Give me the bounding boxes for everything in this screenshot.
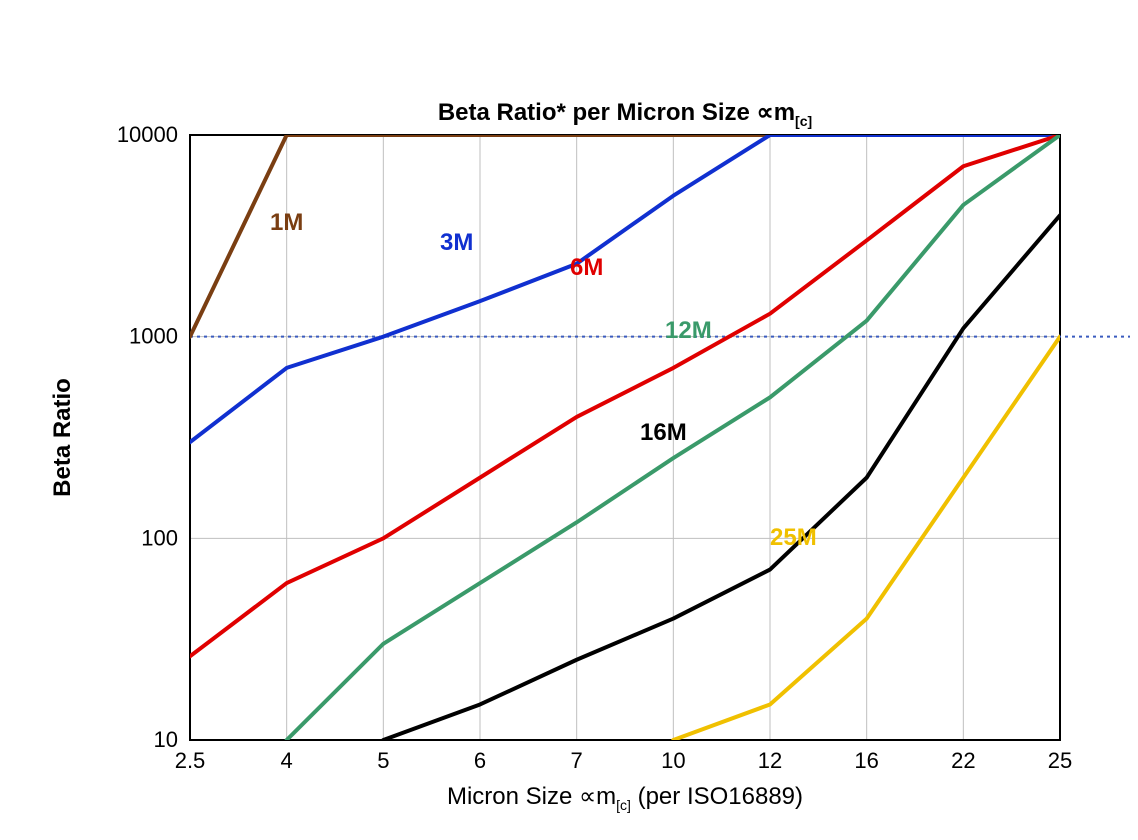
y-tick-label: 1000 — [129, 324, 178, 349]
series-label-12M: 12M — [665, 317, 712, 344]
y-tick-label: 100 — [141, 525, 178, 550]
x-tick-label: 16 — [854, 748, 878, 773]
series-label-1M: 1M — [270, 209, 303, 236]
beta-ratio-chart: 101001000100002.5456710121622251M3M6M12M… — [0, 0, 1138, 840]
y-tick-label: 10000 — [117, 122, 178, 147]
x-tick-label: 5 — [377, 748, 389, 773]
x-tick-label: 6 — [474, 748, 486, 773]
x-tick-label: 2.5 — [175, 748, 206, 773]
series-label-16M: 16M — [640, 419, 687, 446]
x-tick-label: 12 — [758, 748, 782, 773]
x-tick-label: 7 — [571, 748, 583, 773]
chart-svg: 101001000100002.5456710121622251M3M6M12M… — [0, 0, 1138, 840]
chart-title: Beta Ratio* per Micron Size ∝m[c] — [438, 99, 812, 129]
series-label-25M: 25M — [770, 524, 817, 551]
x-tick-label: 25 — [1048, 748, 1072, 773]
x-tick-label: 10 — [661, 748, 685, 773]
x-tick-label: 22 — [951, 748, 975, 773]
x-tick-label: 4 — [281, 748, 293, 773]
series-label-3M: 3M — [440, 229, 473, 256]
series-label-6M: 6M — [570, 254, 603, 281]
y-axis-label: Beta Ratio — [49, 378, 76, 497]
